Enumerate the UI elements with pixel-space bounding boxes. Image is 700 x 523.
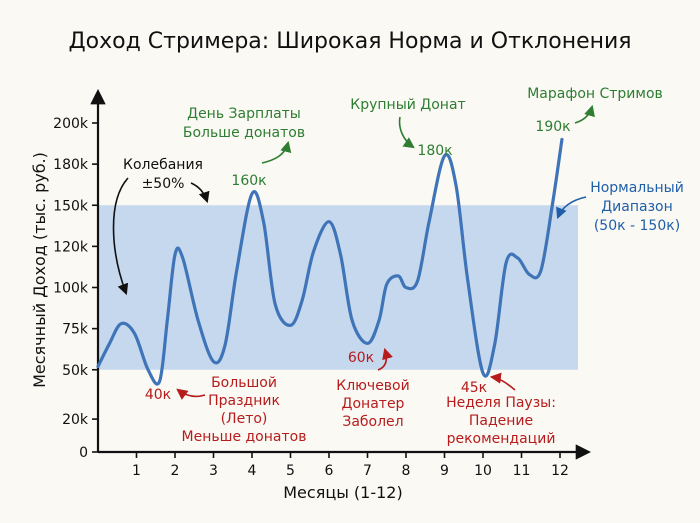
chart-title: Доход Стримера: Широкая Норма и Отклонен… <box>68 29 631 54</box>
y-tick-label: 75k <box>62 322 89 338</box>
holiday-annotation-line3: (Лето) <box>221 411 268 427</box>
y-tick-label: 120k <box>53 239 89 255</box>
label-190k: 190к <box>535 119 570 135</box>
payday-annotation-line2: Больше донатов <box>183 125 305 141</box>
y-tick-label: 0 <box>79 445 88 461</box>
payday-arrow <box>261 140 292 164</box>
x-tick-label: 8 <box>402 463 411 479</box>
x-tick-label: 9 <box>440 463 449 479</box>
y-tick-label: 100k <box>53 281 89 297</box>
x-tick-label: 7 <box>363 463 372 479</box>
payday-annotation-line1: День Зарплаты <box>187 106 301 122</box>
x-tick-label: 2 <box>171 463 180 479</box>
y-axis-label: Месячный Доход (тыс. руб.) <box>30 152 49 388</box>
sick-annotation-line1: Ключевой <box>336 378 409 394</box>
x-tick-label: 6 <box>325 463 334 479</box>
x-tick-label: 1 <box>132 463 141 479</box>
sick-annotation-line3: Заболел <box>342 414 403 430</box>
y-tick-label: 20k <box>62 412 89 428</box>
x-tick-label: 10 <box>474 463 492 479</box>
pause-arrow <box>489 372 516 391</box>
marathon-arrow <box>574 104 595 124</box>
normal-range-annotation-line3: (50к - 150к) <box>594 218 680 234</box>
holiday-annotation-line4: Меньше донатов <box>182 429 307 445</box>
big-donat-annotation: Крупный Донат <box>350 97 465 113</box>
x-tick-label: 3 <box>209 463 218 479</box>
holiday-arrow <box>176 388 206 400</box>
label-40k: 40к <box>145 387 171 403</box>
label-60k: 60к <box>348 350 374 366</box>
y-axis-ticks: 0 20k 50k 75k 100k 120k 150k 180k 200k <box>53 116 98 461</box>
x-tick-label: 5 <box>286 463 295 479</box>
y-tick-label: 50k <box>62 363 89 379</box>
pause-annotation-line2: Падение <box>469 413 533 429</box>
big-donat-arrow <box>398 116 415 149</box>
normal-range-band <box>98 205 578 370</box>
fluctuation-arrow-right <box>190 182 210 204</box>
label-160k: 160к <box>231 173 266 189</box>
x-tick-label: 12 <box>551 463 569 479</box>
income-series-line <box>96 137 564 386</box>
y-tick-label: 200k <box>53 116 89 132</box>
y-tick-label: 150k <box>53 198 89 214</box>
sick-annotation-line2: Донатер <box>342 396 405 412</box>
x-tick-label: 4 <box>248 463 257 479</box>
marathon-annotation: Марафон Стримов <box>527 86 663 102</box>
pause-annotation-line1: Неделя Паузы: <box>446 395 556 411</box>
normal-range-arrow <box>556 196 587 220</box>
normal-range-annotation-line2: Диапазон <box>601 199 673 215</box>
label-180k: 180к <box>417 143 452 159</box>
sick-arrow <box>377 347 393 371</box>
normal-range-annotation-line1: Нормальный <box>590 180 684 196</box>
x-axis-ticks: 1234567891011120 <box>132 452 569 479</box>
x-tick-label: 11 <box>513 463 531 479</box>
label-45k: 45к <box>461 380 487 396</box>
holiday-annotation-line2: Праздник <box>208 393 280 409</box>
x-axis-label: Месяцы (1-12) <box>283 483 402 502</box>
pause-annotation-line3: рекомендаций <box>447 431 556 447</box>
fluctuation-arrow-left <box>112 177 129 296</box>
y-tick-label: 180k <box>53 157 89 173</box>
holiday-annotation-line1: Большой <box>211 375 277 391</box>
fluctuation-annotation-line1: Колебания <box>123 157 203 173</box>
fluctuation-annotation-line2: ±50% <box>142 176 185 192</box>
